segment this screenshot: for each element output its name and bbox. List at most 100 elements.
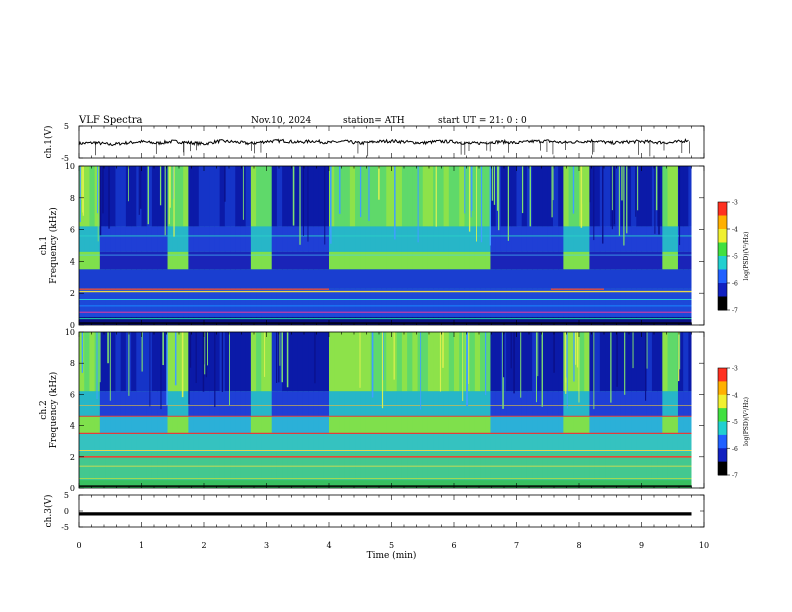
spec-cell-mid <box>448 226 455 252</box>
y-axis-label: ch.2Frequency (kHz) <box>39 372 59 449</box>
spec-cell-mid <box>683 391 689 417</box>
spec-cell-band <box>438 251 445 270</box>
spec-cell-low <box>552 433 559 453</box>
spec-cell-upper <box>552 332 559 392</box>
spec-cell-upper <box>355 166 361 227</box>
spec-cell-low <box>584 269 591 289</box>
spec-cell-mid <box>651 391 658 417</box>
spec-cell-band <box>459 416 466 434</box>
spec-cell-lower <box>360 288 367 318</box>
spec-cell-low <box>282 433 288 453</box>
spec-cell-base <box>464 317 471 325</box>
colorbar-cell <box>718 204 727 208</box>
spec-cell-band <box>287 251 294 270</box>
spec-cell-band <box>224 251 231 270</box>
spec-cell-base <box>94 480 101 488</box>
spec-cell-base <box>511 480 518 488</box>
y-tick-label: -5 <box>61 523 69 532</box>
spec-cell-upper <box>318 332 325 392</box>
spec-cell-mid <box>219 226 226 252</box>
spec-cell-low <box>204 433 210 453</box>
spec-cell-band <box>329 251 335 270</box>
spec-cell-upper <box>287 166 294 227</box>
spec-cell-upper <box>490 166 497 227</box>
spec-cell-base <box>391 480 398 488</box>
spec-cell-upper <box>89 166 96 227</box>
spec-cell-base <box>646 317 653 325</box>
spec-cell-lower <box>256 288 262 318</box>
spec-cell-band <box>480 416 486 434</box>
spec-cell-lower <box>167 288 174 318</box>
spec-cell-mid <box>599 391 606 417</box>
spec-cell-band <box>526 416 533 434</box>
spec-cell-base <box>495 317 502 325</box>
spec-cell-low <box>651 433 658 453</box>
spec-cell-base <box>610 480 617 488</box>
spec-cell-upper <box>542 332 549 392</box>
spec-cell-band <box>313 416 320 434</box>
spec-cell-low <box>396 269 403 289</box>
spec-cell-upper <box>230 332 236 392</box>
spec-cell-band <box>558 251 564 270</box>
spec-cell-upper <box>308 332 314 392</box>
spec-cell-lower <box>245 288 252 318</box>
spec-cell-low <box>683 269 689 289</box>
x-tick-label: 3 <box>264 541 269 550</box>
spec-cell-upper <box>427 166 434 227</box>
spec-cell-base <box>417 480 424 488</box>
spec-cell-upper <box>219 166 226 227</box>
spec-cell-upper <box>313 332 320 392</box>
colorbar-cell <box>718 418 727 422</box>
spec-cell-low <box>521 269 528 289</box>
spec-cell-mid <box>329 226 335 252</box>
spec-cell-mid <box>646 226 653 252</box>
spec-cell-upper <box>79 166 85 227</box>
spec-cell-upper <box>412 166 419 227</box>
spec-cell-base <box>214 317 221 325</box>
spec-cell-low <box>573 433 580 453</box>
colorbar-cell <box>718 261 727 265</box>
spec-cell-low <box>677 269 684 289</box>
spec-cell-low <box>563 269 570 289</box>
colorbar-tick-label: -7 <box>732 473 738 480</box>
spec-cell-mid <box>349 391 356 417</box>
spec-cell-upper <box>151 166 158 227</box>
spec-cell-mid <box>84 391 91 417</box>
spec-cell-low <box>250 433 257 453</box>
y-tick-label: 2 <box>70 289 75 298</box>
spec-cell-mid <box>105 226 111 252</box>
spec-cell-base <box>667 480 674 488</box>
spec-cell-low <box>500 269 507 289</box>
spec-cell-mid <box>459 226 466 252</box>
spec-cell-low <box>646 269 653 289</box>
spec-cell-mid <box>172 226 179 252</box>
spec-cell-base <box>370 317 377 325</box>
spec-cell-mid <box>240 391 247 417</box>
spec-cell-mid <box>552 226 559 252</box>
spec-cell-mid <box>172 391 179 417</box>
spec-cell-band <box>516 416 523 434</box>
spec-cell-base <box>329 317 335 325</box>
spec-cell-band <box>375 251 382 270</box>
spec-cell-upper <box>568 166 575 227</box>
colorbar-cell <box>718 437 727 441</box>
spec-cell-upper <box>94 332 101 392</box>
spec-cell-band <box>146 251 153 270</box>
spec-cell-mid <box>396 226 403 252</box>
y-axis-label-line: ch.1(V) <box>43 126 54 159</box>
spec-cell-low <box>329 269 335 289</box>
spec-cell-mid <box>136 391 143 417</box>
spec-cell-upper <box>89 332 96 392</box>
spec-cell-lower <box>115 288 122 318</box>
spec-cell-band <box>99 251 106 270</box>
spec-cell-low <box>688 433 695 453</box>
spec-cell-base <box>250 317 257 325</box>
spec-cell-low <box>610 269 617 289</box>
spec-cell-band <box>568 416 575 434</box>
spec-cell-base <box>334 317 341 325</box>
spec-cell-lower <box>511 288 518 318</box>
spec-cell-low <box>401 269 408 289</box>
y-tick-label: 8 <box>70 194 75 203</box>
colorbar-label: log(PSD)(V²/Hz) <box>743 232 750 281</box>
spec-cell-mid <box>657 391 663 417</box>
